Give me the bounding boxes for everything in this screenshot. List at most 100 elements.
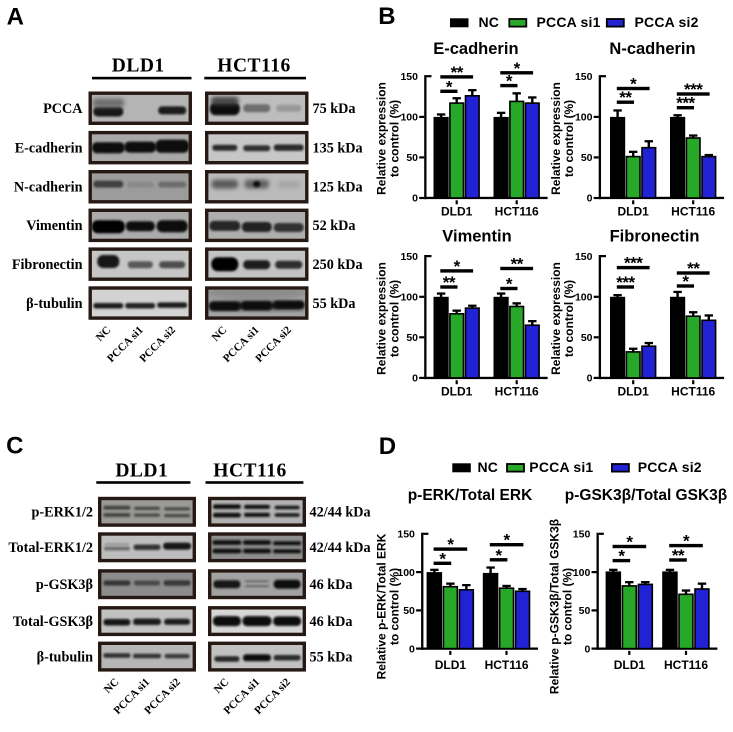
svg-text:50: 50 (579, 605, 591, 617)
svg-text:HCT116: HCT116 (495, 204, 539, 218)
svg-text:Relative p-GSK3β/Total GSK3βto: Relative p-GSK3β/Total GSK3βto control (… (548, 519, 575, 694)
svg-text:A: A (7, 4, 24, 31)
svg-text:100: 100 (400, 112, 418, 124)
svg-text:HCT116: HCT116 (664, 658, 708, 672)
svg-text:PCCA si2: PCCA si2 (137, 324, 178, 365)
svg-text:*: * (506, 72, 513, 91)
svg-text:DLD1: DLD1 (441, 204, 473, 218)
svg-text:PCCA: PCCA (43, 101, 83, 117)
svg-text:D: D (379, 433, 396, 460)
svg-text:50: 50 (581, 332, 593, 344)
svg-text:**: ** (511, 255, 524, 274)
svg-text:55 kDa: 55 kDa (313, 296, 356, 312)
svg-text:N-cadherin: N-cadherin (609, 40, 695, 58)
svg-text:*: * (683, 532, 690, 551)
svg-text:46 kDa: 46 kDa (310, 614, 353, 630)
svg-text:PCCA si2: PCCA si2 (635, 14, 699, 30)
svg-text:NC: NC (102, 676, 122, 696)
svg-text:*: * (447, 535, 454, 554)
svg-text:*: * (514, 59, 521, 78)
svg-text:150: 150 (575, 71, 593, 83)
svg-text:Relative expressionto control: Relative expressionto control (%) (549, 82, 576, 195)
svg-text:B: B (378, 3, 395, 30)
svg-text:DLD1: DLD1 (435, 658, 467, 672)
svg-text:42/44 kDa: 42/44 kDa (310, 540, 371, 556)
svg-text:100: 100 (397, 567, 415, 579)
svg-text:42/44 kDa: 42/44 kDa (310, 505, 371, 521)
svg-text:50: 50 (406, 332, 418, 344)
svg-text:250 kDa: 250 kDa (313, 257, 363, 273)
svg-text:*: * (439, 549, 446, 568)
svg-text:50: 50 (406, 152, 418, 164)
svg-text:*: * (506, 275, 513, 294)
svg-text:DLD1: DLD1 (618, 204, 650, 218)
svg-text:***: *** (624, 254, 643, 273)
svg-text:150: 150 (575, 251, 593, 263)
svg-text:PCCA si2: PCCA si2 (638, 459, 702, 475)
svg-text:HCT116: HCT116 (671, 384, 715, 398)
svg-text:0: 0 (584, 643, 590, 655)
svg-text:p-ERK1/2: p-ERK1/2 (32, 505, 94, 521)
svg-text:DLD1: DLD1 (614, 658, 646, 672)
svg-text:0: 0 (412, 193, 418, 205)
svg-text:*: * (682, 272, 689, 291)
svg-text:150: 150 (400, 71, 418, 83)
svg-text:PCCA si2: PCCA si2 (253, 324, 294, 365)
svg-text:*: * (626, 533, 633, 552)
svg-text:***: *** (616, 273, 635, 292)
svg-text:**: ** (672, 546, 685, 565)
svg-text:NC: NC (478, 459, 499, 475)
svg-text:0: 0 (587, 193, 593, 205)
svg-text:C: C (6, 433, 23, 460)
svg-text:100: 100 (400, 292, 418, 304)
svg-text:HCT116: HCT116 (671, 204, 715, 218)
svg-text:0: 0 (409, 643, 415, 655)
svg-text:75 kDa: 75 kDa (313, 101, 356, 117)
svg-text:HCT116: HCT116 (217, 55, 290, 76)
svg-text:**: ** (619, 88, 632, 107)
svg-text:HCT116: HCT116 (485, 658, 529, 672)
svg-text:NC: NC (212, 676, 232, 696)
svg-text:β-tubulin: β-tubulin (26, 296, 82, 312)
svg-text:*: * (503, 531, 510, 550)
svg-text:46 kDa: 46 kDa (310, 577, 353, 593)
svg-text:***: *** (684, 80, 703, 99)
svg-text:DLD1: DLD1 (441, 384, 473, 398)
svg-text:DLD1: DLD1 (618, 384, 650, 398)
svg-text:0: 0 (587, 373, 593, 385)
svg-text:**: ** (443, 273, 456, 292)
svg-text:p-GSK3β: p-GSK3β (36, 577, 93, 593)
svg-text:DLD1: DLD1 (115, 460, 168, 481)
svg-text:Relative expressionto control: Relative expressionto control (%) (375, 82, 402, 195)
svg-text:Relative p-ERK/Total ERKto con: Relative p-ERK/Total ERKto control (%) (375, 533, 402, 679)
svg-text:*: * (630, 75, 637, 94)
svg-text:Vimentin: Vimentin (442, 227, 511, 245)
svg-text:***: *** (676, 94, 695, 113)
svg-text:135 kDa: 135 kDa (313, 141, 363, 157)
svg-text:Vimentin: Vimentin (26, 218, 82, 234)
svg-text:β-tubulin: β-tubulin (37, 650, 93, 666)
svg-text:0: 0 (412, 373, 418, 385)
svg-text:Total-ERK1/2: Total-ERK1/2 (8, 540, 93, 556)
svg-text:**: ** (451, 63, 464, 82)
svg-text:p-GSK3β/Total GSK3β: p-GSK3β/Total GSK3β (565, 487, 727, 504)
svg-text:52 kDa: 52 kDa (313, 218, 356, 234)
svg-text:E-cadherin: E-cadherin (15, 141, 83, 157)
svg-text:E-cadherin: E-cadherin (433, 40, 518, 58)
svg-text:Relative expressionto control: Relative expressionto control (%) (375, 262, 402, 375)
svg-text:Fibronectin: Fibronectin (12, 257, 83, 273)
svg-text:**: ** (687, 259, 700, 278)
svg-text:150: 150 (400, 251, 418, 263)
svg-text:HCT116: HCT116 (495, 384, 539, 398)
svg-text:100: 100 (575, 292, 593, 304)
svg-text:NC: NC (94, 324, 114, 344)
svg-text:150: 150 (397, 529, 415, 541)
svg-text:Total-GSK3β: Total-GSK3β (13, 614, 93, 630)
svg-text:*: * (496, 546, 503, 565)
svg-text:100: 100 (573, 567, 591, 579)
svg-text:DLD1: DLD1 (112, 55, 165, 76)
svg-text:NC: NC (210, 324, 230, 344)
svg-text:55 kDa: 55 kDa (310, 650, 353, 666)
svg-text:PCCA si1: PCCA si1 (529, 459, 593, 475)
svg-text:p-ERK/Total ERK: p-ERK/Total ERK (408, 487, 533, 504)
